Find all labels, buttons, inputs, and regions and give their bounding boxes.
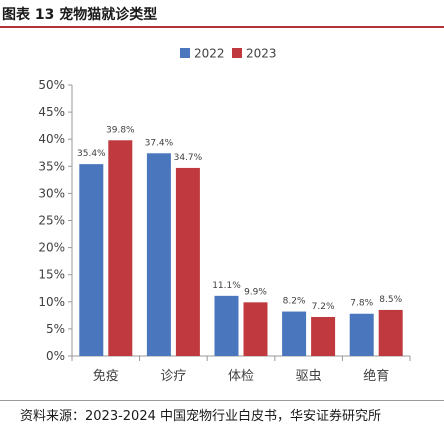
data-label: 9.9% — [244, 287, 267, 297]
y-tick-label: 40% — [38, 132, 65, 146]
data-label: 8.2% — [283, 297, 306, 307]
bar-2022 — [79, 164, 104, 356]
data-label: 35.4% — [77, 149, 106, 159]
data-label: 7.2% — [312, 302, 335, 312]
bar-2023 — [175, 167, 200, 356]
y-tick-label: 30% — [38, 186, 65, 200]
figure-title: 图表 13 宠物猫就诊类型 — [2, 7, 158, 23]
y-tick-label: 0% — [46, 349, 65, 363]
data-label: 11.1% — [212, 281, 241, 291]
y-tick-label: 25% — [38, 214, 65, 228]
x-tick-label: 诊疗 — [160, 369, 186, 384]
bar-chart: 0% 5% 10% 15% 20% 25% 30% 35% 40% 45% 50% 35.4% 39.8… — [38, 47, 411, 384]
x-tick-label: 体检 — [228, 369, 254, 384]
y-tick-label: 35% — [38, 159, 65, 173]
x-tick-label: 驱虫 — [296, 369, 322, 384]
data-label: 39.8% — [106, 125, 135, 135]
data-label: 7.8% — [350, 299, 373, 309]
y-tick-label: 10% — [38, 295, 65, 309]
y-tick-label: 15% — [38, 268, 65, 282]
legend-label: 2023 — [246, 47, 277, 61]
figure-source: 资料来源：2023-2024 中国宠物行业白皮书，华安证券研究所 — [20, 409, 381, 424]
figure-header: 图表 13 宠物猫就诊类型 — [0, 0, 444, 28]
bar-2022 — [349, 313, 374, 356]
bar-2022 — [282, 311, 307, 356]
bar-2023 — [243, 302, 268, 356]
legend-swatch-2023 — [232, 48, 242, 58]
bar-2023 — [378, 309, 403, 356]
y-tick-label: 50% — [38, 78, 65, 92]
bar-2023 — [311, 316, 336, 356]
x-tick-label: 免疫 — [93, 368, 119, 384]
data-label: 34.7% — [174, 153, 203, 163]
y-tick-label: 20% — [38, 241, 65, 255]
legend-swatch-2022 — [180, 48, 190, 58]
y-tick-label: 45% — [38, 105, 65, 119]
bar-2022 — [214, 295, 239, 356]
data-label: 8.5% — [379, 295, 402, 305]
bar-2023 — [108, 140, 133, 356]
legend-label: 2022 — [194, 47, 225, 61]
y-tick-label: 5% — [46, 322, 65, 336]
footer-rule — [0, 400, 444, 401]
title-rule — [0, 26, 444, 28]
bar-2022 — [146, 153, 171, 356]
x-tick-label: 绝育 — [363, 368, 389, 384]
data-label: 37.4% — [145, 138, 174, 148]
